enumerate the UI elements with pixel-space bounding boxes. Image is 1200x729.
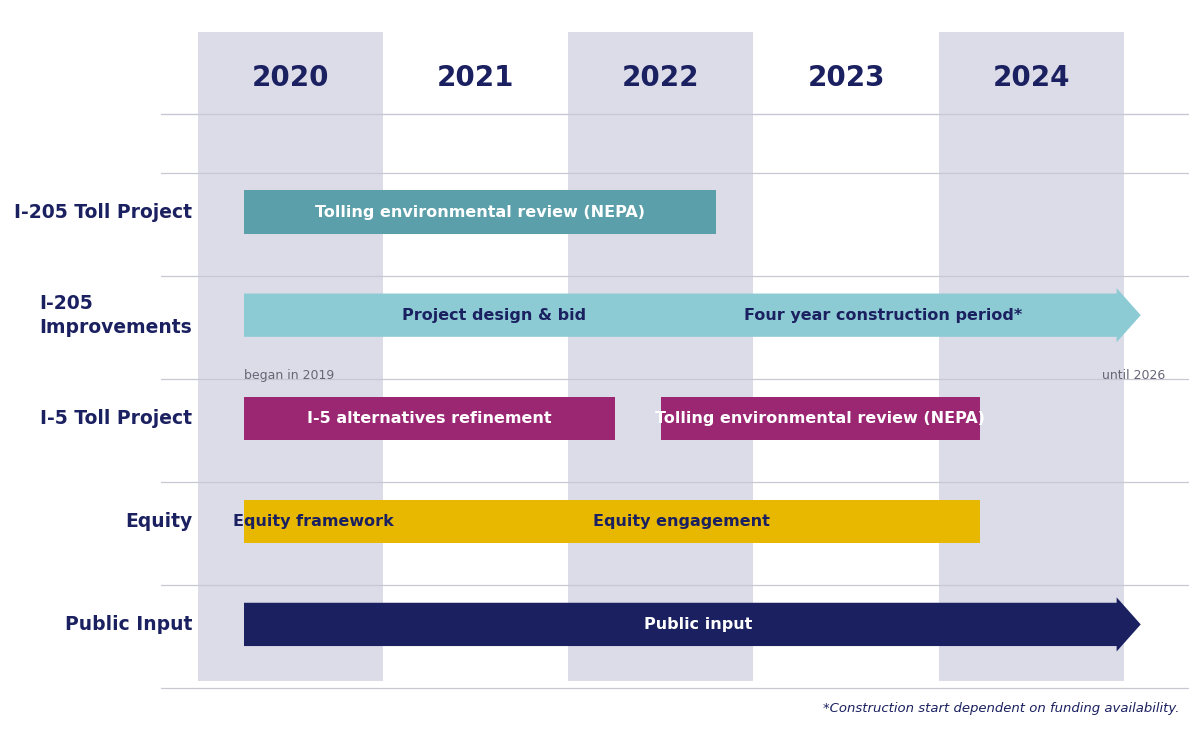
Text: 2023: 2023 [808, 64, 884, 92]
Text: 2021: 2021 [437, 64, 515, 92]
Bar [244, 499, 383, 543]
Text: until 2026: until 2026 [1102, 369, 1165, 382]
Text: 2024: 2024 [992, 64, 1070, 92]
FancyArrow shape [244, 288, 1141, 342]
Bar [569, 32, 754, 681]
Text: Public input: Public input [643, 617, 752, 632]
Text: 2020: 2020 [252, 64, 329, 92]
Bar [244, 190, 716, 234]
Text: Tolling environmental review (NEPA): Tolling environmental review (NEPA) [655, 410, 985, 426]
Text: I-205 Toll Project: I-205 Toll Project [14, 203, 192, 222]
Bar [661, 397, 979, 440]
Text: Project design & bid: Project design & bid [402, 308, 586, 323]
Bar [244, 397, 614, 440]
Text: I-5 Toll Project: I-5 Toll Project [40, 409, 192, 428]
Bar [198, 32, 383, 681]
Text: Public Input: Public Input [65, 615, 192, 634]
Text: I-5 alternatives refinement: I-5 alternatives refinement [307, 410, 552, 426]
Bar [383, 499, 979, 543]
Text: *Construction start dependent on funding availability.: *Construction start dependent on funding… [823, 702, 1180, 714]
Text: Tolling environmental review (NEPA): Tolling environmental review (NEPA) [316, 205, 646, 219]
FancyArrow shape [244, 597, 1141, 652]
Text: Equity framework: Equity framework [233, 514, 394, 529]
Text: I-205
Improvements: I-205 Improvements [40, 294, 192, 337]
Text: 2022: 2022 [622, 64, 700, 92]
Bar [938, 32, 1124, 681]
Text: Four year construction period*: Four year construction period* [744, 308, 1022, 323]
Text: Equity engagement: Equity engagement [593, 514, 769, 529]
Text: Equity: Equity [125, 512, 192, 531]
Text: began in 2019: began in 2019 [244, 369, 335, 382]
